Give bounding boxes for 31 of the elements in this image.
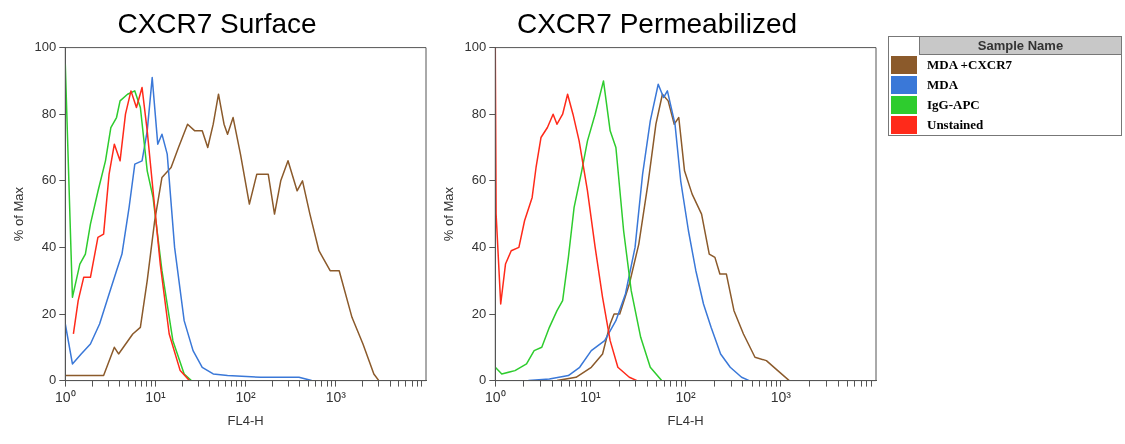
y-tick-label: 100 [464, 39, 487, 55]
y-tick-label: 0 [49, 372, 57, 388]
y-tick-label: 40 [41, 238, 57, 254]
y-tick-label: 20 [41, 305, 57, 321]
x-tick-label: 10¹ [580, 388, 601, 405]
y-tick-label: 60 [471, 172, 487, 188]
y-axis-title: % of Max [11, 186, 27, 242]
legend-label: MDA +CXCR7 [927, 57, 1013, 73]
y-tick-label: 80 [471, 105, 487, 121]
legend-label: Unstained [927, 117, 984, 133]
legend-label: IgG-APC [927, 97, 980, 113]
x-tick-label: 10³ [770, 388, 792, 405]
chart-title: CXCR7 Surface [117, 7, 317, 39]
y-tick-label: 60 [41, 172, 57, 188]
x-tick-label: 10³ [325, 388, 347, 405]
x-tick-label: 10² [235, 388, 257, 405]
y-tick-label: 0 [479, 372, 487, 388]
x-tick-label: 10⁰ [55, 388, 76, 405]
y-tick-label: 100 [34, 39, 57, 55]
chart-title: CXCR7 Permeabilized [516, 7, 798, 39]
y-tick-label: 20 [471, 305, 487, 321]
x-tick-label: 10² [675, 388, 697, 405]
x-tick-label: 10¹ [145, 388, 166, 405]
legend-title: Sample Name [919, 37, 1121, 55]
x-axis-title: FL4-H [227, 412, 264, 428]
y-axis-title: % of Max [441, 186, 457, 242]
y-tick-label: 40 [471, 238, 487, 254]
y-tick-label: 80 [41, 105, 57, 121]
legend-label: MDA [927, 77, 959, 93]
x-axis-title: FL4-H [667, 412, 704, 428]
x-tick-label: 10⁰ [485, 388, 506, 405]
